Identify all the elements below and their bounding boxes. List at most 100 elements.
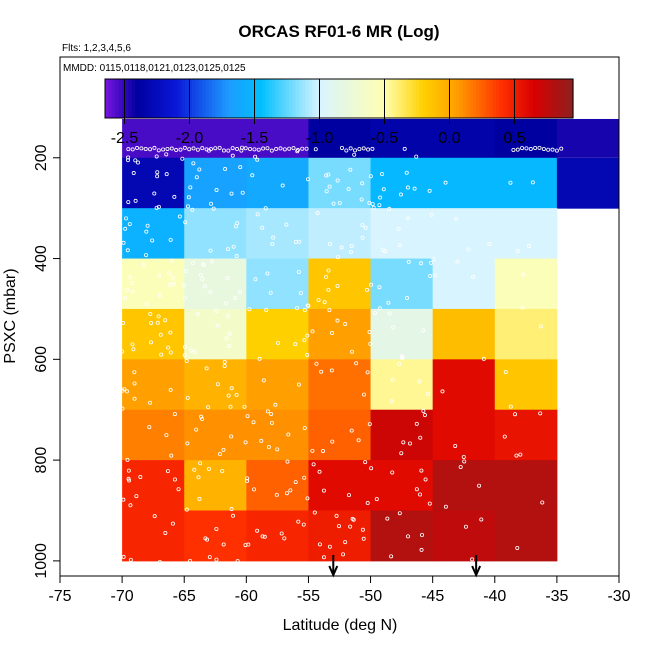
flight-point [554,148,559,153]
flight-point [127,478,132,483]
flight-point [269,420,274,425]
flight-point [224,336,229,341]
flight-point [242,404,247,409]
colorbar-segment [135,79,140,118]
flight-point [284,491,289,496]
colorbar-segment [499,79,504,118]
x-axis-label: Latitude (deg N) [283,617,398,634]
flight-point [214,308,219,313]
flight-point [170,275,175,280]
flight-point [133,158,138,163]
heatmap-cell [122,308,185,360]
heatmap-cell [432,308,496,360]
flight-point [414,487,419,492]
heatmap-cell [246,208,309,260]
flight-point [202,284,207,289]
flight-point [194,175,199,180]
flight-point [198,461,203,466]
flight-point [284,222,289,227]
colorbar-segment [205,79,210,118]
flight-point [367,422,372,427]
flight-point [405,185,410,190]
heatmap-cell [308,510,372,562]
colorbar-segment [466,79,470,118]
flight-point [326,287,331,292]
heatmap-cell [184,157,247,209]
heatmap-cell [308,208,372,260]
flight-point [269,148,274,153]
heatmap-cell [246,409,309,461]
heatmap-cell [370,208,434,260]
flight-point [337,200,342,205]
flight-point [339,245,344,250]
y-tick-label: 600 [33,346,50,373]
flight-point [165,146,170,151]
x-tick-label: -70 [111,588,134,605]
flight-point [215,323,220,328]
flight-point [145,223,150,228]
colorbar-segment [405,79,410,118]
flight-point [352,152,357,157]
colorbar-segment [435,79,440,118]
flight-point [419,547,424,552]
colorbar-segment [395,79,400,118]
colorbar-segment [506,79,511,118]
colorbar-segment [542,79,547,118]
flight-point [335,283,340,288]
x-tick-label: -35 [545,588,568,605]
heatmap-cell [370,359,434,411]
flight-point [180,156,185,161]
flight-point [368,341,373,346]
flight-point [334,513,339,518]
plot-area [120,118,620,578]
flight-point [298,291,303,296]
colorbar-segment [245,79,250,118]
flight-point [182,353,187,358]
flight-point [237,289,242,294]
flight-point [310,448,315,453]
flight-point [177,214,182,219]
heatmap-cell [308,460,372,511]
location-arrow-head [471,565,482,578]
location-arrow-head [328,565,339,578]
colorbar-segment [492,79,497,118]
flight-point [155,170,160,175]
flight-point [515,545,520,550]
flight-point [235,147,240,152]
heatmap-cell [184,359,247,411]
flight-point [400,356,405,361]
flight-point [222,359,227,364]
colorbar-segment [318,79,323,118]
flight-point [274,147,279,152]
colorbar-segment [195,79,200,118]
colorbar-segment [482,79,487,118]
flight-point [251,420,256,425]
heatmap-cell [370,510,434,562]
colorbar-segment [419,79,424,118]
flight-point [250,173,255,178]
flight-point [300,146,305,151]
flight-point [405,296,410,301]
flight-point [217,452,222,457]
flight-point [315,211,320,216]
colorbar-segment [141,79,146,118]
flight-point [527,244,532,249]
colorbar: -2.5 -2.0 -1.5 -1.0 -0.5 0.0 0.5 [104,78,574,147]
flight-point [225,275,230,280]
flight-point [217,145,222,150]
x-tick-label: -45 [421,588,444,605]
colorbar-tick-label: -0.5 [371,130,399,147]
flight-point [380,172,385,177]
colorbar-segment [439,79,444,118]
flight-point [188,185,193,190]
flight-point [432,273,437,278]
heatmap-cell [308,409,372,461]
colorbar-segment [191,79,196,118]
colorbar-segment [171,79,176,118]
colorbar-frame [104,78,574,119]
flight-point [365,501,370,506]
flight-point [184,507,189,512]
flight-point [287,146,292,151]
colorbar-segment [232,79,236,118]
flight-point [227,331,232,336]
